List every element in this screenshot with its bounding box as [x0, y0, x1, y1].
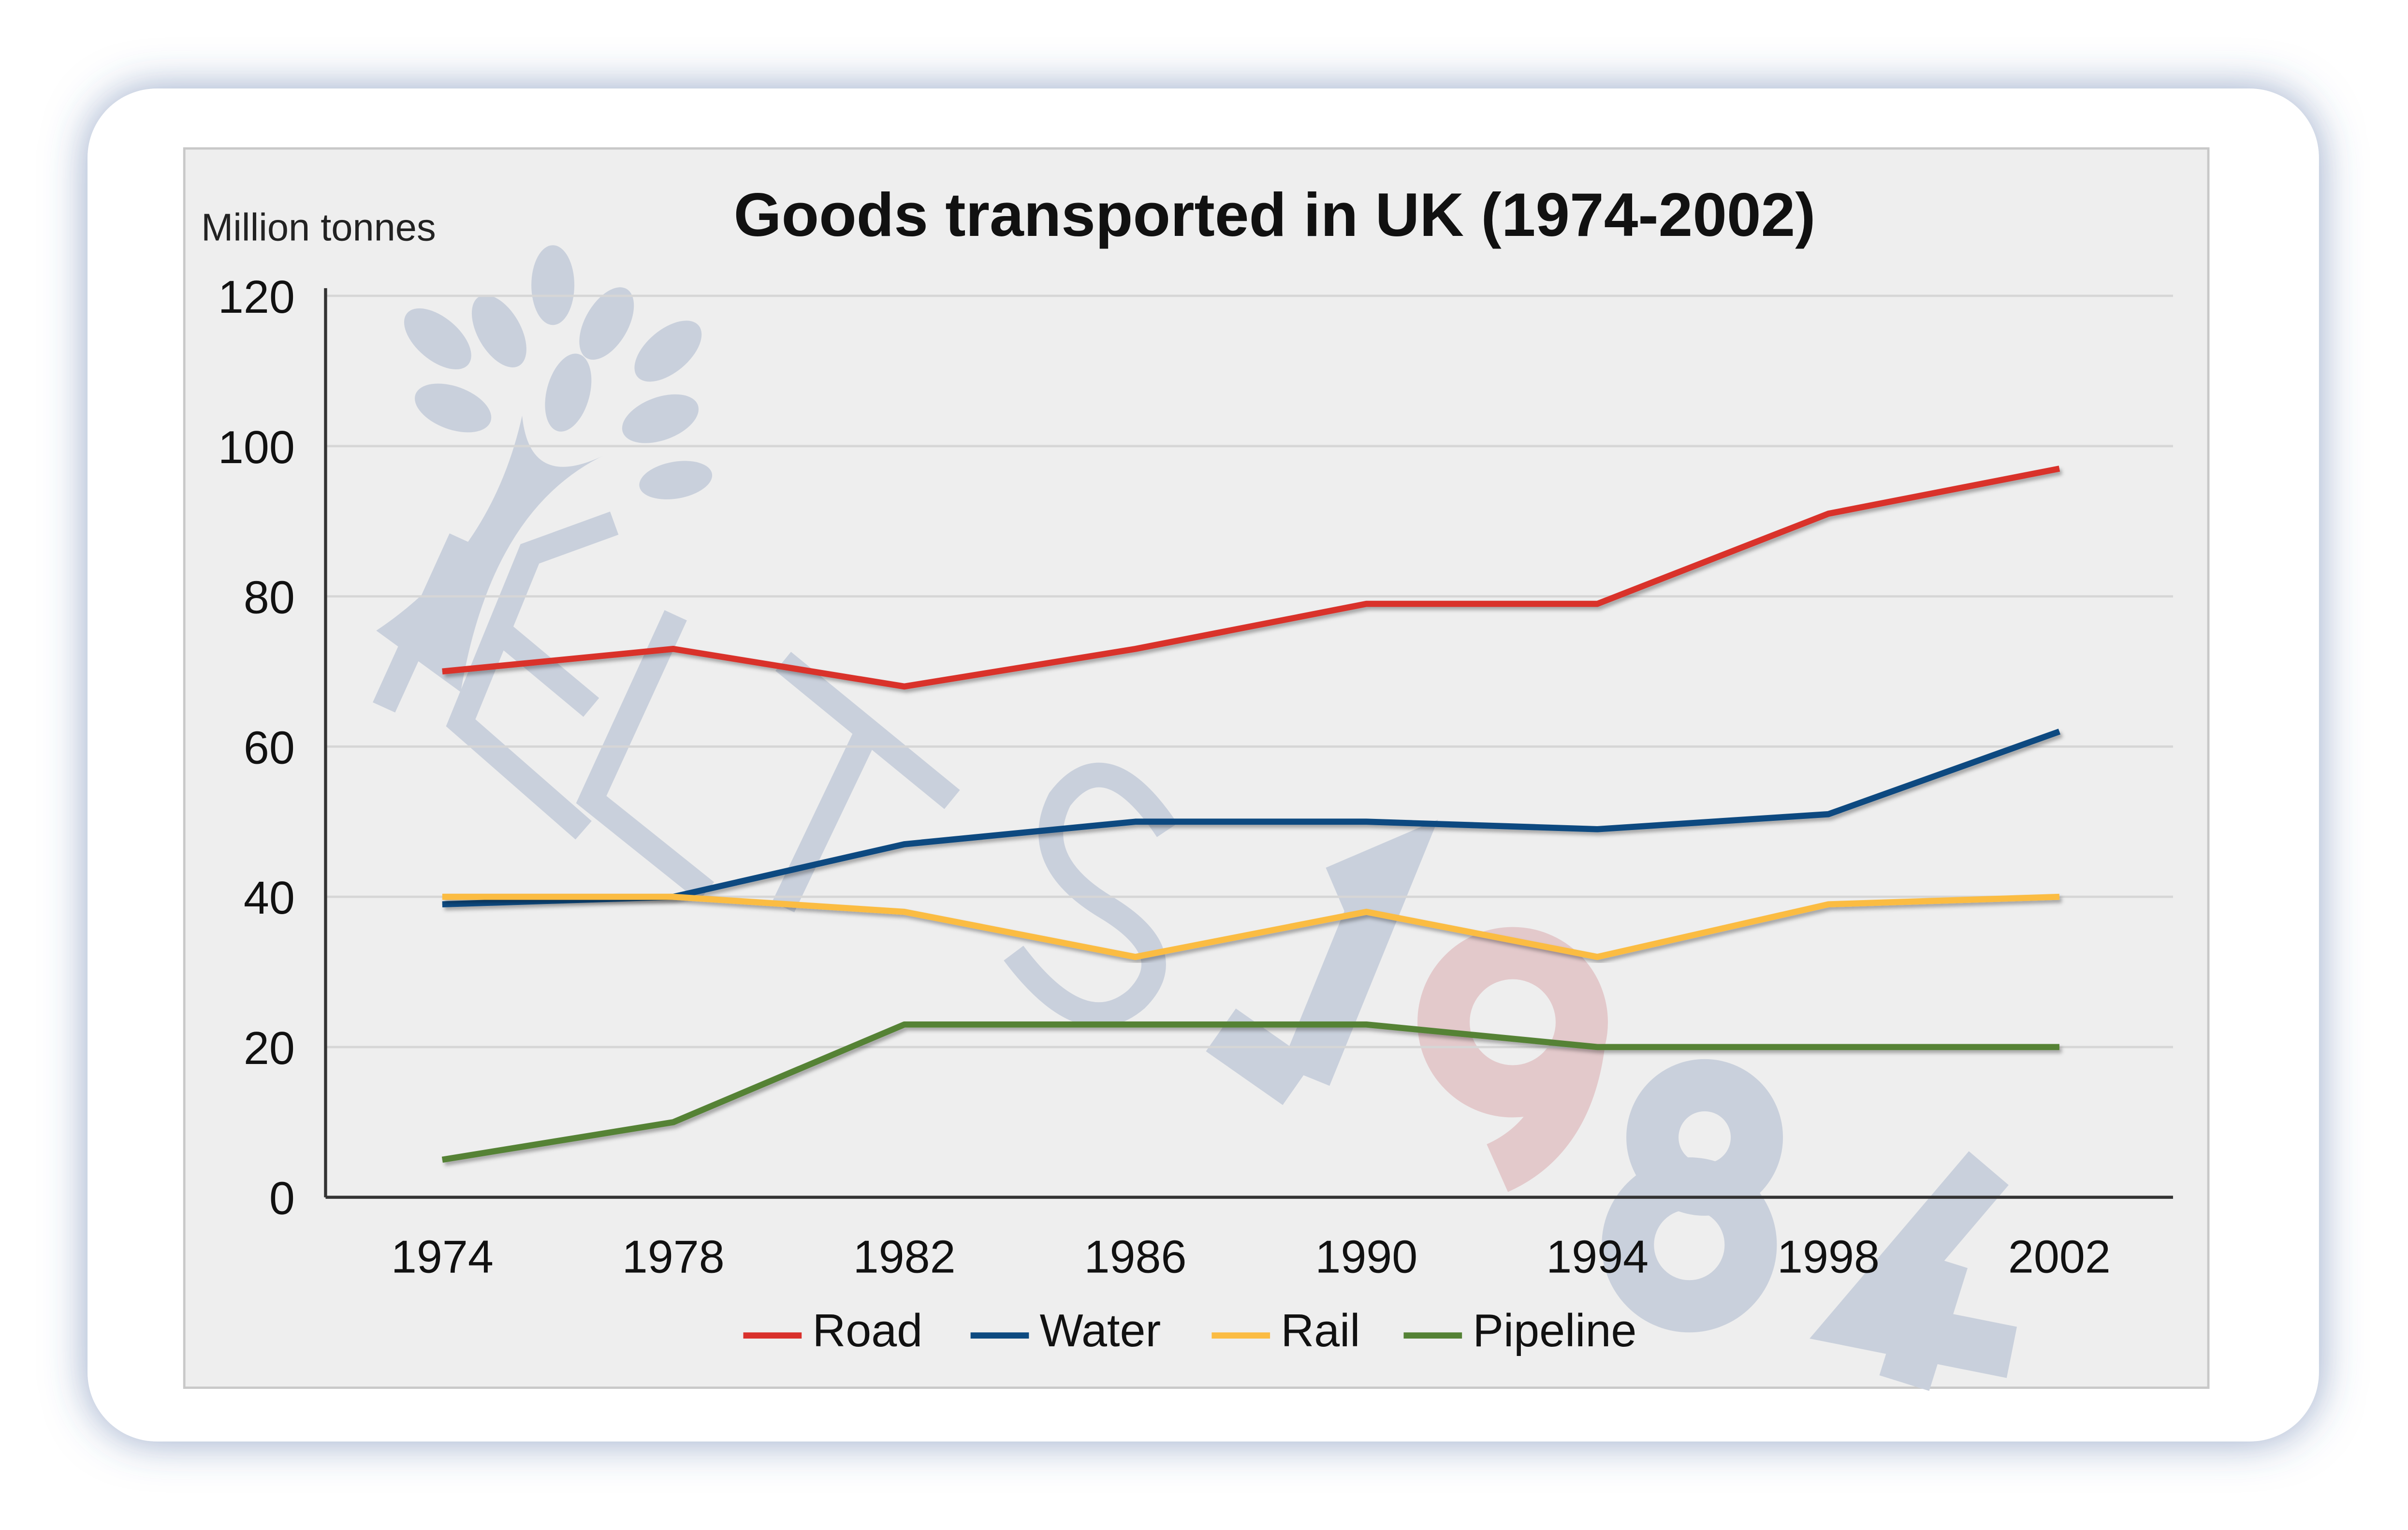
data-point-pipeline	[1597, 1047, 1598, 1048]
y-tick-label: 40	[244, 873, 295, 924]
y-tick-label: 100	[218, 422, 295, 473]
legend-label-road: Road	[812, 1305, 922, 1356]
x-tick-label: 1994	[1546, 1231, 1649, 1282]
year-1984-lettering	[1206, 819, 2017, 1391]
data-point-water	[1366, 821, 1367, 822]
data-point-road	[904, 686, 905, 687]
x-tick-label: 1990	[1315, 1231, 1417, 1282]
x-tick-label: 1974	[391, 1231, 494, 1282]
x-tick-label: 2002	[2008, 1231, 2111, 1282]
x-tick-label: 1998	[1777, 1231, 1880, 1282]
data-point-pipeline	[1135, 1024, 1136, 1025]
y-axis-label: Million tonnes	[201, 206, 436, 249]
ielts-lettering	[373, 511, 1178, 1027]
data-point-water	[1135, 821, 1136, 822]
data-point-road	[2059, 468, 2060, 469]
data-point-pipeline	[2059, 1047, 2060, 1048]
data-point-water	[1597, 829, 1598, 830]
watermark-logo	[373, 245, 2017, 1391]
x-tick-label: 1986	[1084, 1231, 1186, 1282]
data-point-pipeline	[1366, 1024, 1367, 1025]
x-tick-label: 1982	[853, 1231, 956, 1282]
y-tick-label: 120	[218, 272, 295, 323]
legend-label-water: Water	[1040, 1305, 1161, 1356]
chart-title: Goods transported in UK (1974-2002)	[734, 180, 1816, 249]
data-point-road	[1828, 513, 1829, 514]
data-point-water	[904, 844, 905, 845]
series-line-pipeline	[441, 1021, 2059, 1163]
y-tick-label: 60	[244, 722, 295, 773]
data-point-pipeline	[1828, 1047, 1829, 1048]
y-tick-label: 20	[244, 1023, 295, 1074]
y-tick-label: 0	[269, 1173, 295, 1224]
data-point-pipeline	[904, 1024, 905, 1025]
series-line-road	[442, 466, 2060, 690]
legend-label-rail: Rail	[1281, 1305, 1360, 1356]
x-tick-label: 1978	[622, 1231, 725, 1282]
series-line-rail	[442, 893, 2060, 960]
legend-label-pipeline: Pipeline	[1473, 1305, 1636, 1356]
data-point-road	[442, 671, 443, 672]
data-point-water	[2059, 731, 2060, 732]
y-tick-label: 80	[244, 572, 295, 624]
data-point-water	[1828, 814, 1829, 815]
series-line-water	[442, 729, 2061, 908]
